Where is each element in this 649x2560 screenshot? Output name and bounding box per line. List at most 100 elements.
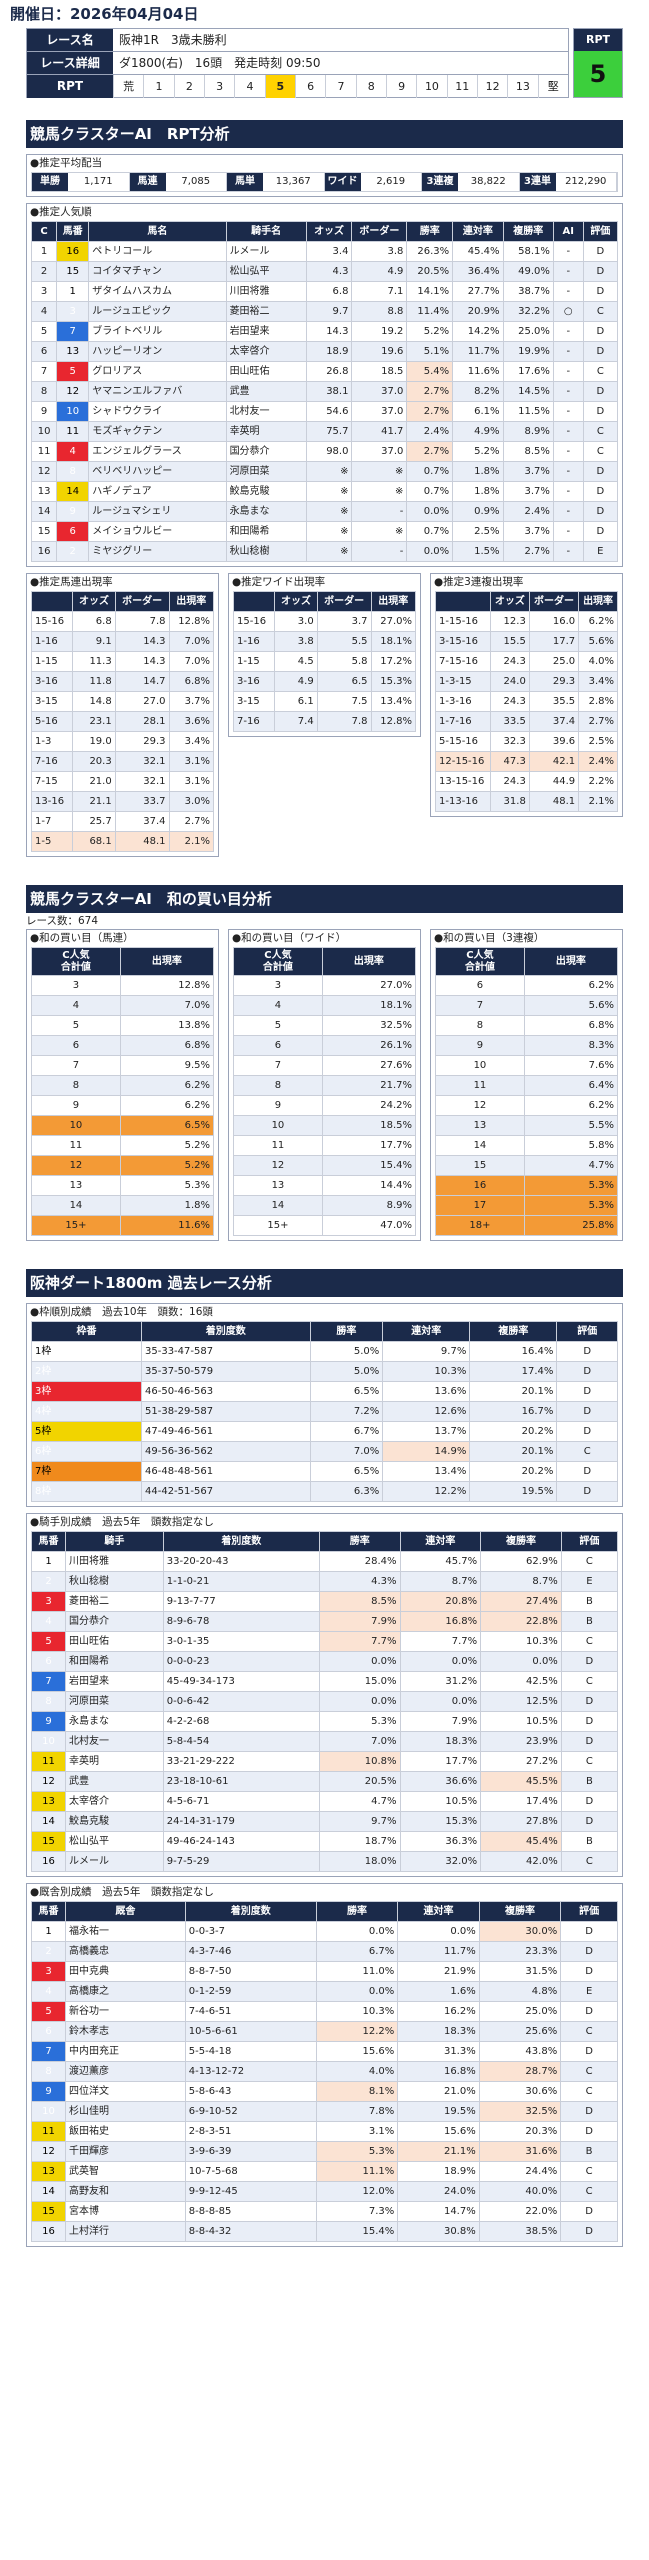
- cell: 32.2%: [502, 301, 554, 322]
- cell: 7.7%: [399, 1631, 482, 1652]
- cell: 1-16: [30, 631, 74, 652]
- table-row: 8 12 ヤマニンエルファバ 武豊 38.1 37.0 2.7% 8.2% 14.5% - D: [30, 381, 619, 402]
- cell: 21.1%: [397, 2141, 480, 2162]
- cell: 3: [31, 975, 121, 996]
- cell: 2.7%: [502, 541, 554, 562]
- table-row: 15 4.7%: [435, 1155, 619, 1176]
- rpt-header: RPT: [574, 29, 622, 51]
- cell: -: [351, 501, 408, 522]
- table-row: 7 27.6%: [233, 1055, 417, 1076]
- cell: 7.8: [316, 711, 372, 732]
- cell: 24.0: [489, 671, 530, 692]
- cell: 12.2%: [382, 1481, 471, 1502]
- cell: 12.8%: [370, 711, 417, 732]
- payout-label: 3連複: [422, 173, 458, 191]
- cell: 7.6%: [523, 1055, 619, 1076]
- cell: 1.5%: [452, 541, 504, 562]
- rpt-gate-7: 7: [325, 75, 355, 98]
- cell: 44-42-51-567: [141, 1481, 311, 1502]
- gate-title: ●枠順別成績 過去10年 頭数：16頭: [30, 1306, 213, 1319]
- cell: 6.4%: [523, 1075, 619, 1096]
- cell: 17.2%: [370, 651, 417, 672]
- cell: 1枠: [31, 1341, 142, 1362]
- cell: 13: [435, 1115, 525, 1136]
- cell: 5: [30, 321, 58, 342]
- table-row: 10 18.5%: [233, 1115, 417, 1136]
- cell: 10-7-5-68: [184, 2161, 317, 2182]
- cell: 菱田裕二: [225, 301, 307, 322]
- cell: 32.1: [114, 751, 170, 772]
- cell: 和田陽希: [225, 521, 307, 542]
- cell: 51-38-29-587: [141, 1401, 311, 1422]
- cell: 太宰啓介: [65, 1791, 164, 1812]
- cell: 0.0%: [315, 1921, 399, 1942]
- table-row: 1-15-16 12.3 16.0 6.2%: [435, 611, 618, 632]
- date-header: 開催日：2026年04月04日: [10, 5, 199, 23]
- cell: 14.3: [114, 631, 170, 652]
- cell: 24.3: [489, 771, 530, 792]
- cell: 9: [233, 1095, 323, 1116]
- cell: 8.7%: [480, 1571, 562, 1592]
- cell: 38.1: [305, 381, 353, 402]
- cell: 8: [31, 1691, 66, 1712]
- cell: 12.2%: [315, 2021, 399, 2042]
- table-row: 1-16 9.1 14.3 7.0%: [30, 631, 215, 652]
- cell: 5.0%: [309, 1361, 384, 1382]
- cell: 49.0%: [502, 261, 554, 282]
- cell: 5: [56, 361, 90, 382]
- col-header: 出現率: [321, 947, 417, 976]
- cell: 12.5%: [480, 1691, 562, 1712]
- cell: 0-1-2-59: [184, 1981, 317, 2002]
- cell: 11.0%: [315, 1961, 399, 1982]
- cell: 21.0: [72, 771, 116, 792]
- cell: 8.5%: [318, 1591, 401, 1612]
- col-header: 馬番: [31, 1531, 66, 1552]
- cell: D: [560, 2001, 618, 2022]
- cell: 17: [435, 1195, 525, 1216]
- cell: 0.0%: [406, 541, 454, 562]
- cell: 7.0%: [318, 1731, 401, 1752]
- cell: ルメール: [225, 241, 307, 262]
- table-row: 4 3 ルージュエピック 菱田裕二 9.7 8.8 11.4% 20.9% 32.2% ○ C: [30, 301, 619, 322]
- cell: 16.2%: [397, 2001, 480, 2022]
- cell: 菱田裕二: [65, 1591, 164, 1612]
- table-row: 2 高橋義忠 4-3-7-46 6.7% 11.7% 23.3% D: [31, 1941, 618, 1962]
- table-row: 14 鮫島克駿 24-14-31-179 9.7% 15.3% 27.8% D: [31, 1811, 619, 1832]
- rpt-gate-4: 4: [234, 75, 264, 98]
- cell: 10: [31, 1115, 121, 1136]
- cell: 9: [31, 1095, 121, 1116]
- cell: D: [582, 381, 619, 402]
- jockey-title: ●騎手別成績 過去5年 頭数指定なし: [30, 1516, 214, 1529]
- cell: 7.8%: [315, 2101, 399, 2122]
- umaren-rate-table: オッズ ボーダー 出現率 15-16 6.8 7.8 12.8% 1-16 9.1 14.3 7.0…: [30, 591, 215, 852]
- table-row: 1-3-16 24.3 35.5 2.8%: [435, 691, 618, 712]
- wide-rate-box: ●推定ワイド出現率 オッズ ボーダー 出現率 15-16 3.0 3.7 27.0% 1-16…: [228, 573, 421, 737]
- cell: 7: [31, 1671, 66, 1692]
- cell: 9: [31, 1711, 66, 1732]
- cell: 18.3%: [397, 2021, 480, 2042]
- cell: 3.7%: [168, 691, 215, 712]
- table-row: 8 渡辺薫彦 4-13-12-72 4.0% 16.8% 28.7% C: [31, 2061, 618, 2082]
- cell: 11.7%: [397, 1941, 480, 1962]
- col-header: ボーダー: [316, 591, 372, 612]
- section-course-title: 阪神ダート1800m 過去レース分析: [26, 1269, 623, 1297]
- cell: D: [560, 1921, 618, 1942]
- cell: 5.8%: [523, 1135, 619, 1156]
- cell: 10.3%: [480, 1631, 562, 1652]
- cell: 11.6%: [452, 361, 504, 382]
- cell: 15.6%: [397, 2121, 480, 2142]
- cell: 20.1%: [469, 1441, 558, 1462]
- cell: 1.8%: [119, 1195, 215, 1216]
- cell: 14.7: [114, 671, 170, 692]
- cell: 6: [233, 1035, 323, 1056]
- cell: 24.3: [489, 651, 530, 672]
- cell: 5-5-4-18: [184, 2041, 317, 2062]
- cell: 4枠: [31, 1401, 142, 1422]
- cell: D: [556, 1381, 618, 1402]
- cell: 6.5: [316, 671, 372, 692]
- cell: 14: [56, 481, 90, 502]
- cell: 28.1: [114, 711, 170, 732]
- cell: 11: [31, 2121, 66, 2142]
- col-header: 出現率: [370, 591, 417, 612]
- cell: 鮫島克駿: [225, 481, 307, 502]
